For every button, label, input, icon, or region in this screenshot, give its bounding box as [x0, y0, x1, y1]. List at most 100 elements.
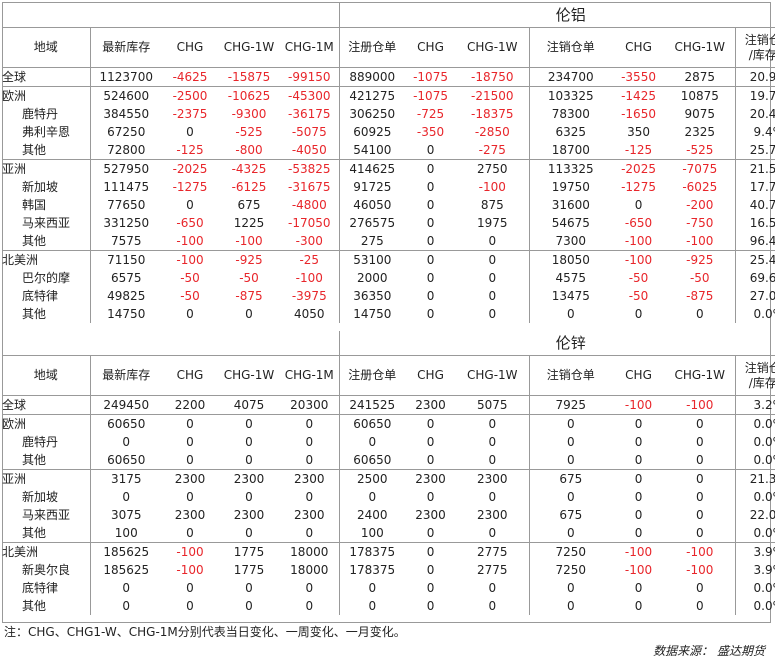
value-cell: 249450 [103, 398, 150, 412]
value-cell: -100 [235, 234, 263, 248]
value-cell: 675 [237, 198, 261, 212]
value-cell: -300 [280, 232, 340, 251]
region-cell: 欧洲 [2, 414, 91, 433]
table-row: 马来西亚 3075 2300 2300 2300 2400 2300 2300 675 0 0 22.… [2, 506, 775, 524]
lme-aluminium-table: 伦铝 地域 最新库存 CHG CHG-1W CHG-1M 注册仓单 CHG CHG-1W 注销仓单… [2, 3, 775, 323]
value-cell: 31600 [551, 198, 590, 212]
column-header: 最新库存 [90, 27, 162, 68]
value-cell: 18050 [529, 250, 613, 269]
column-header: 注销仓单 [529, 355, 613, 396]
region-cell: 巴尔的摩 [2, 269, 91, 287]
value-cell: 0 [665, 488, 736, 506]
value-cell: -21500 [456, 86, 530, 105]
table-row: 其他 14750 0 0 4050 14750 0 0 0 0 0 0.0% [2, 305, 775, 323]
value-cell: 9075 [665, 105, 736, 123]
value-cell: 0 [456, 451, 530, 470]
table-row: 其他 60650 0 0 0 60650 0 0 0 0 0 0.0% [2, 451, 775, 470]
value-cell: 2300 [162, 469, 218, 488]
value-cell: 0 [186, 198, 194, 212]
value-cell: -36175 [280, 105, 340, 123]
value-cell: 0 [368, 435, 377, 449]
table-row: 亚洲 527950 -2025 -4325 -53825 414625 0 2750 11332… [2, 159, 775, 178]
value-cell: 22.0% [749, 508, 775, 522]
value-cell: 2325 [665, 123, 736, 141]
value-cell: 2000 [357, 271, 388, 285]
column-header: CHG [405, 355, 457, 396]
value-cell: 0.0% [753, 453, 775, 467]
value-cell: 14750 [353, 307, 392, 321]
value-cell: 20.4% [749, 107, 775, 121]
value-cell: -125 [176, 143, 204, 157]
value-cell: 178375 [349, 563, 396, 577]
value-cell: 0 [456, 579, 530, 597]
value-cell: 60650 [339, 414, 406, 433]
value-cell: 0 [426, 234, 435, 248]
value-cell: -750 [665, 214, 736, 232]
value-cell: 1225 [233, 216, 265, 230]
value-cell: 0 [456, 250, 530, 269]
value-cell: -725 [416, 107, 445, 121]
value-cell: -50 [239, 271, 259, 285]
value-cell: 0 [122, 581, 131, 595]
value-cell: 3175 [90, 469, 162, 488]
value-cell: 3.9% [753, 563, 775, 577]
value-cell: 4075 [233, 398, 265, 412]
table-row: 北美洲 185625 -100 1775 18000 178375 0 2775 7250 -10… [2, 542, 775, 561]
table-row: 全球 249450 2200 4075 20300 241525 2300 5075 7925 -… [2, 395, 775, 415]
region-cell: 新加坡 [2, 488, 91, 506]
value-cell: 0 [456, 597, 530, 615]
value-cell: -100 [665, 561, 736, 579]
value-cell: 14750 [107, 307, 146, 321]
value-cell: 27.0% [749, 289, 775, 303]
region-cell: 韩国 [2, 196, 91, 214]
value-cell: 0 [426, 581, 435, 595]
value-cell: -53825 [280, 159, 340, 178]
value-cell: -5075 [280, 123, 340, 141]
value-cell: -7075 [665, 159, 736, 178]
value-cell: 275 [360, 234, 384, 248]
value-cell: 0 [280, 451, 340, 470]
value-cell: 21.3% [735, 469, 775, 488]
value-cell: 69.6% [749, 271, 775, 285]
value-cell: 13475 [551, 289, 590, 303]
value-cell: 0 [426, 289, 435, 303]
value-cell: -4050 [280, 141, 340, 160]
value-cell: -875 [665, 287, 736, 305]
region-cell: 其他 [2, 524, 91, 543]
value-cell: 0.0% [753, 526, 775, 540]
value-cell: 0.0% [753, 435, 775, 449]
value-cell: -875 [235, 289, 263, 303]
value-cell: 0.0% [735, 414, 775, 433]
value-cell: 0 [634, 307, 643, 321]
value-cell: 0 [566, 453, 575, 467]
table-row: 底特律 49825 -50 -875 -3975 36350 0 0 13475 -50 -875 2… [2, 287, 775, 305]
value-cell: 675 [529, 469, 613, 488]
value-cell: -17050 [280, 214, 340, 232]
value-cell: 96.4% [749, 234, 775, 248]
value-cell: -100 [162, 542, 218, 561]
value-cell: 53100 [339, 250, 406, 269]
value-cell: -650 [624, 216, 653, 230]
value-cell: -275 [456, 141, 530, 160]
value-cell: -350 [416, 125, 445, 139]
value-cell: 7925 [555, 398, 587, 412]
value-cell: 2400 [357, 508, 388, 522]
value-cell: 0.0% [753, 599, 775, 613]
value-cell: -4625 [172, 70, 208, 84]
value-cell: 0 [456, 232, 530, 251]
value-cell: 49825 [107, 289, 146, 303]
value-cell: 875 [456, 196, 530, 214]
value-cell: 100 [114, 526, 138, 540]
value-cell: -100 [456, 178, 530, 196]
value-cell: 0 [245, 526, 253, 540]
table-row: 韩国 77650 0 675 -4800 46050 0 875 31600 0 -200 40.7% [2, 196, 775, 214]
value-cell: -10625 [218, 86, 280, 105]
region-cell: 亚洲 [2, 469, 91, 488]
value-cell: 0 [612, 414, 666, 433]
value-cell: 2775 [456, 561, 530, 579]
value-cell: 1775 [218, 542, 280, 561]
value-cell: 0 [634, 581, 643, 595]
table-row: 其他 100 0 0 0 100 0 0 0 0 0 0.0% [2, 524, 775, 543]
value-cell: -50 [628, 289, 649, 303]
value-cell: 0 [529, 414, 613, 433]
